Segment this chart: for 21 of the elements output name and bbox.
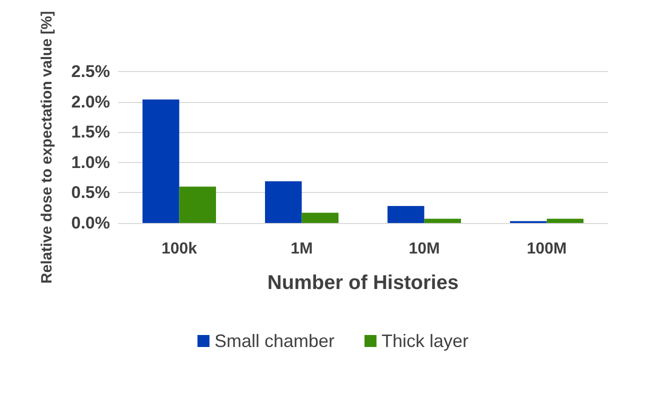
bar xyxy=(302,212,338,223)
legend-label: Thick layer xyxy=(382,331,469,351)
y-tick-label: 2.0% xyxy=(71,92,110,112)
bar xyxy=(142,99,180,223)
y-tick-label: 1.5% xyxy=(71,122,110,142)
y-tick-label: 2.5% xyxy=(71,62,110,82)
x-tick-label: 100k xyxy=(161,240,198,258)
bar xyxy=(265,181,302,223)
y-tick-label: 0.0% xyxy=(71,214,110,232)
bar xyxy=(179,186,216,223)
y-axis-title: Relative dose to expectation value [%] xyxy=(38,10,56,284)
y-tick-label: 0.5% xyxy=(71,183,110,202)
x-tick-label: 10M xyxy=(408,240,440,258)
y-tick-label: 1.0% xyxy=(71,152,110,172)
x-tick-label: 100M xyxy=(526,240,567,258)
x-axis-title: Number of Histories xyxy=(267,272,459,294)
bar xyxy=(546,218,584,223)
legend-label: Small chamber xyxy=(214,331,335,351)
bar xyxy=(424,218,461,223)
x-tick-label: 1M xyxy=(290,240,313,258)
bar xyxy=(388,206,424,223)
